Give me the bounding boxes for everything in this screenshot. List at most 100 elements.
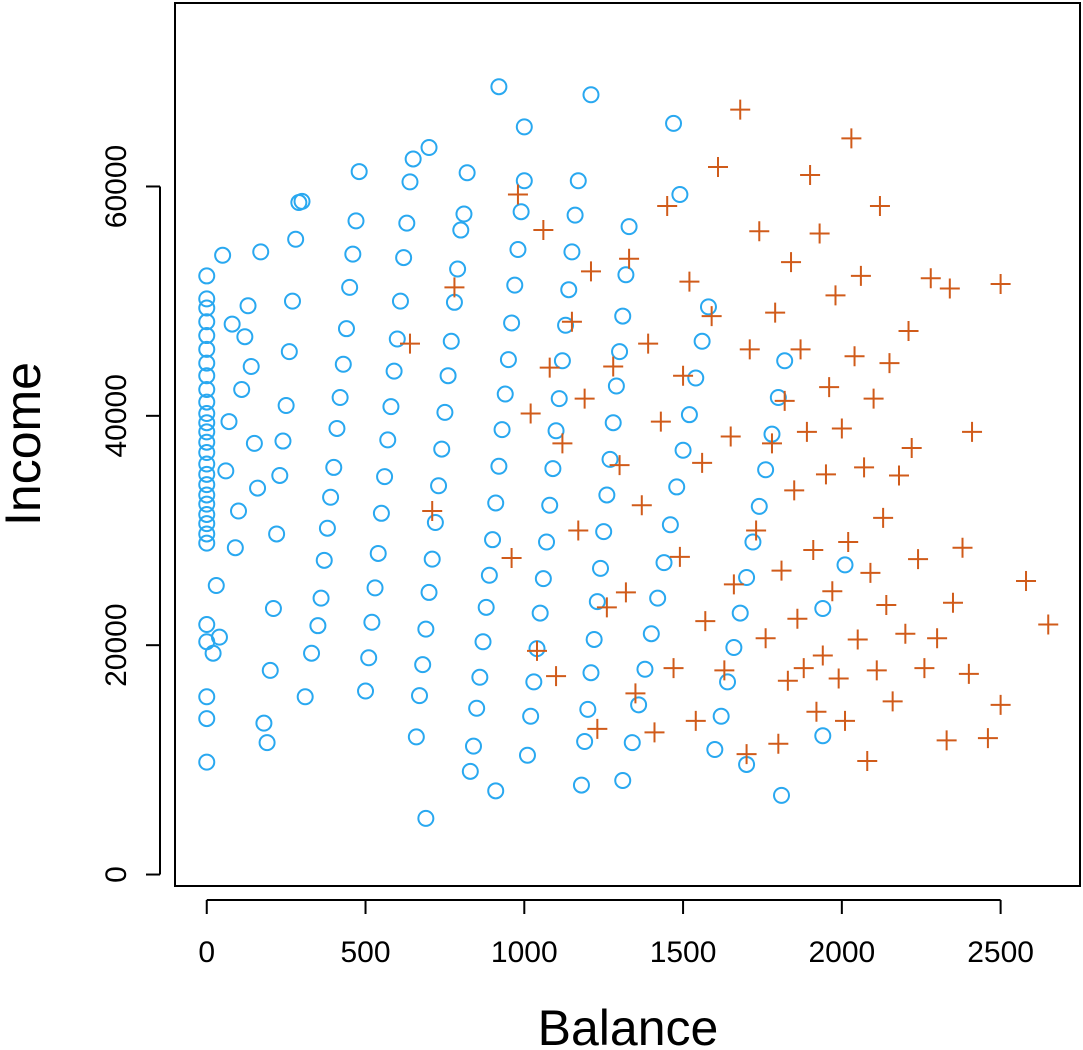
data-point-circle	[220, 413, 238, 431]
data-point-circle	[449, 260, 467, 278]
data-point-circle	[207, 577, 225, 595]
data-point-circle	[699, 298, 717, 316]
data-point-circle	[487, 782, 505, 800]
data-point-circle	[198, 534, 216, 552]
data-point-plus	[796, 421, 817, 442]
data-point-circle	[249, 479, 267, 497]
data-point-plus	[939, 278, 960, 299]
data-point-plus	[784, 480, 805, 501]
data-point-circle	[579, 700, 597, 718]
data-point-plus	[857, 751, 878, 772]
data-points	[198, 78, 1059, 827]
data-point-circle	[198, 414, 216, 432]
data-point-circle	[620, 218, 638, 236]
data-point-circle	[360, 649, 378, 667]
data-point-circle	[261, 661, 279, 679]
data-point-circle	[750, 497, 768, 515]
data-point-circle	[509, 241, 527, 259]
data-point-circle	[461, 762, 479, 780]
data-point-circle	[198, 688, 216, 706]
data-point-plus	[781, 252, 802, 273]
data-point-circle	[607, 377, 625, 395]
data-point-plus	[812, 645, 833, 666]
data-point-circle	[560, 281, 578, 299]
x-axis: 0 500 1000 1500 2000 2500	[198, 899, 1034, 969]
data-point-circle	[426, 513, 444, 531]
data-point-plus	[679, 271, 700, 292]
data-point-plus	[895, 623, 916, 644]
data-point-circle	[452, 221, 470, 239]
data-point-plus	[942, 592, 963, 613]
x-tick-label: 500	[340, 936, 390, 969]
data-point-circle	[499, 351, 517, 369]
data-point-circle	[674, 441, 692, 459]
data-point-plus	[669, 546, 690, 567]
data-point-circle	[550, 390, 568, 408]
data-point-circle	[515, 118, 533, 136]
data-point-circle	[315, 551, 333, 569]
data-point-circle	[725, 638, 743, 656]
data-point-plus	[546, 666, 567, 687]
data-point-circle	[404, 150, 422, 168]
data-point-plus	[920, 268, 941, 289]
data-point-circle	[217, 462, 235, 480]
data-point-plus	[831, 418, 852, 439]
data-point-circle	[376, 468, 394, 486]
data-point-circle	[407, 728, 425, 746]
data-point-plus	[790, 339, 811, 360]
data-point-circle	[769, 388, 787, 406]
data-point-circle	[731, 604, 749, 622]
data-point-circle	[268, 525, 286, 543]
data-point-circle	[592, 559, 610, 577]
data-point-circle	[198, 405, 216, 423]
data-point-circle	[198, 340, 216, 358]
data-point-circle	[325, 458, 343, 476]
data-point-plus	[841, 128, 862, 149]
data-point-plus	[800, 165, 821, 186]
data-point-circle	[252, 243, 270, 261]
data-point-plus	[587, 718, 608, 739]
data-point-plus	[876, 595, 897, 616]
data-point-circle	[544, 460, 562, 478]
data-point-plus	[695, 611, 716, 632]
data-point-circle	[522, 707, 540, 725]
data-point-circle	[230, 502, 248, 520]
data-point-circle	[464, 737, 482, 755]
data-point-circle	[604, 414, 622, 432]
data-point-circle	[541, 496, 559, 514]
data-point-plus	[850, 265, 871, 286]
data-point-plus	[869, 195, 890, 216]
data-point-circle	[344, 245, 362, 263]
data-point-circle	[293, 192, 311, 210]
data-point-plus	[901, 437, 922, 458]
data-point-circle	[382, 398, 400, 416]
data-point-circle	[277, 397, 295, 415]
data-point-circle	[401, 173, 419, 191]
data-point-circle	[563, 243, 581, 261]
data-point-circle	[757, 461, 775, 479]
data-point-circle	[773, 786, 791, 804]
data-point-circle	[198, 515, 216, 533]
data-point-circle	[738, 569, 756, 587]
data-point-circle	[668, 478, 686, 496]
data-point-circle	[245, 434, 263, 452]
data-point-plus	[520, 403, 541, 424]
data-point-circle	[280, 343, 298, 361]
data-point-circle	[239, 297, 257, 315]
data-point-plus	[746, 520, 767, 541]
data-point-circle	[388, 330, 406, 348]
data-point-circle	[236, 328, 254, 346]
series-yes	[399, 99, 1059, 772]
data-point-circle	[487, 494, 505, 512]
data-point-circle	[198, 423, 216, 441]
data-point-circle	[455, 205, 473, 223]
data-point-plus	[507, 184, 528, 205]
data-point-plus	[720, 426, 741, 447]
data-point-circle	[712, 707, 730, 725]
data-point-plus	[631, 495, 652, 516]
data-point-circle	[385, 362, 403, 380]
data-point-circle	[379, 431, 397, 449]
data-point-plus	[927, 628, 948, 649]
data-point-circle	[198, 444, 216, 462]
data-point-plus	[673, 365, 694, 386]
